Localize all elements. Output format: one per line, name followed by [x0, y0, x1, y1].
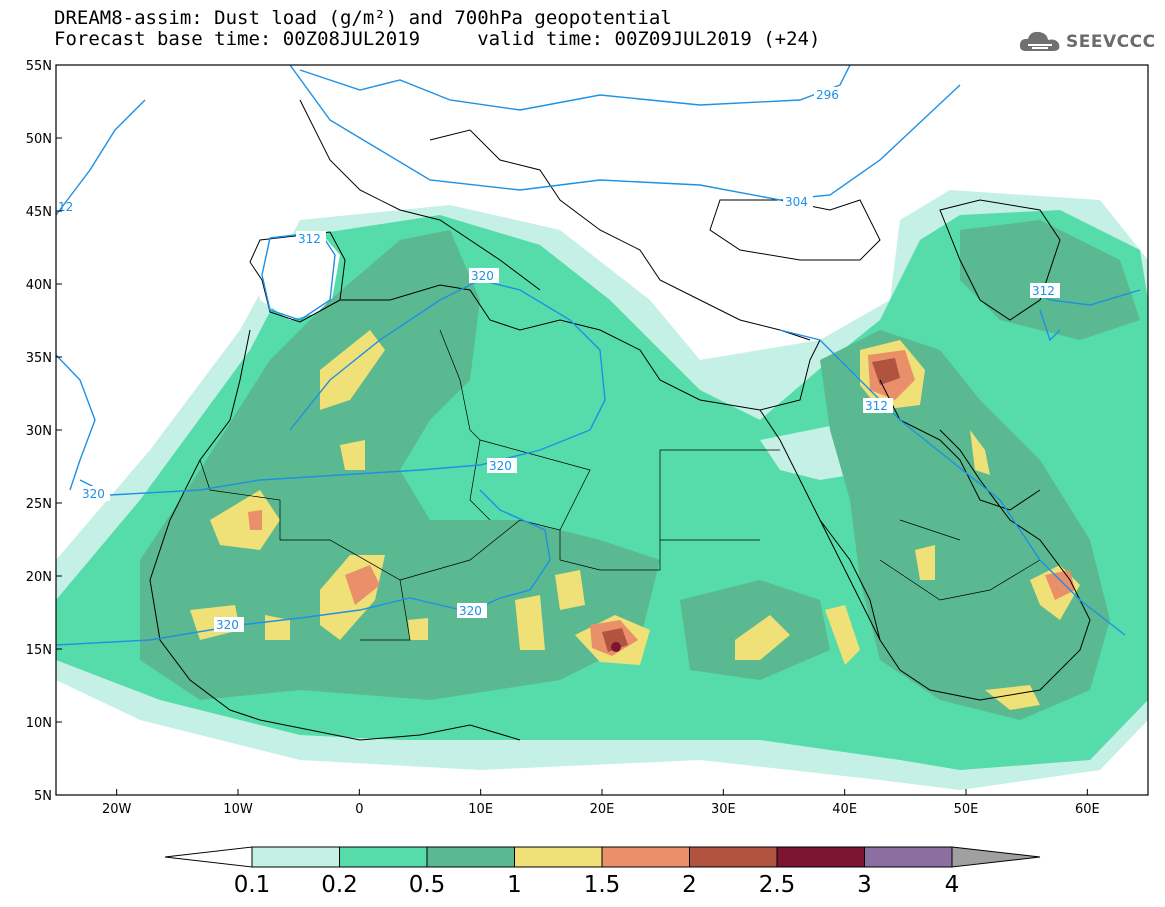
dust-band-0.5 — [140, 230, 660, 700]
contour-312-east — [779, 329, 1126, 636]
contour-label: 320 — [471, 269, 494, 283]
contour-320-north — [79, 279, 606, 496]
contour-label: 296 — [816, 88, 839, 102]
cloud-logo-icon — [1019, 31, 1060, 51]
colorbar-swatch — [689, 846, 778, 868]
contour-label: 312 — [298, 232, 321, 246]
dust-field: 296 304 312 312 312 320 320 320 320 320 … — [56, 65, 1148, 795]
colorbar-swatch — [776, 846, 865, 868]
lat-tick-label: 15N — [26, 643, 52, 658]
contour-label: 320 — [459, 604, 482, 618]
map-subtitle: Forecast base time: 00Z08JUL2019 valid t… — [54, 28, 821, 50]
dust-band-0.5-caspian — [960, 220, 1140, 340]
contour-labels: 296 304 312 312 312 320 320 320 320 320 … — [58, 87, 1060, 632]
contour-label: 320 — [82, 487, 105, 501]
contour-12 — [56, 99, 146, 216]
colorbar-low-arrow — [164, 846, 253, 868]
lon-tick-label: 40E — [832, 802, 857, 817]
lon-tick-label: 20W — [102, 802, 132, 817]
lat-tick-label: 25N — [26, 497, 52, 512]
longitude-ticks: 20W 10W 0 10E 20E 30E 40E 50E 60E — [102, 789, 1100, 817]
contour-label: 304 — [785, 195, 808, 209]
lat-tick-label: 5N — [34, 789, 52, 804]
contour-label: 320 — [216, 618, 239, 632]
colorbar-label: 4 — [944, 872, 960, 898]
lat-tick-label: 50N — [26, 132, 52, 147]
contour-304 — [289, 65, 961, 201]
lat-tick-label: 45N — [26, 205, 52, 220]
lon-tick-label: 10E — [468, 802, 493, 817]
colorbar-label: 1.5 — [583, 872, 621, 898]
colorbar-label: 0.1 — [233, 872, 271, 898]
colorbar-label: 0.5 — [408, 872, 446, 898]
colorbar-label: 1 — [507, 872, 522, 898]
colorbar-swatch — [514, 846, 603, 868]
map-title: DREAM8-assim: Dust load (g/m²) and 700hP… — [54, 7, 672, 29]
lon-tick-label: 50E — [954, 802, 979, 817]
lat-tick-label: 35N — [26, 351, 52, 366]
lat-tick-label: 20N — [26, 570, 52, 585]
colorbar-high-arrow — [951, 846, 1041, 868]
contour-label: 12 — [58, 200, 73, 214]
colorbar — [164, 846, 1041, 868]
contour-320-south — [56, 489, 551, 646]
lon-tick-label: 30E — [711, 802, 736, 817]
contour-label: 312 — [1032, 284, 1055, 298]
dust-free-iberia — [250, 232, 340, 320]
colorbar-swatch — [601, 846, 690, 868]
colorbar-swatch — [426, 846, 515, 868]
colorbar-swatch — [251, 846, 340, 868]
lon-tick-label: 60E — [1075, 802, 1100, 817]
seevccc-logo: SEEVCCC — [1018, 27, 1156, 57]
lon-tick-label: 20E — [590, 802, 615, 817]
colorbar-label: 2 — [682, 872, 697, 898]
borders — [199, 329, 1041, 641]
dust-band-2.5 — [611, 642, 621, 652]
contour-label: 312 — [865, 399, 888, 413]
lat-tick-label: 55N — [26, 59, 52, 74]
contour-left — [56, 354, 96, 491]
latitude-ticks: 5N 10N 15N 20N 25N 30N 35N 40N 45N 50N 55N — [26, 59, 62, 804]
lon-tick-label: 10W — [223, 802, 253, 817]
lat-tick-label: 40N — [26, 278, 52, 293]
colorbar-label: 3 — [857, 872, 872, 898]
lon-tick-label: 0 — [355, 802, 363, 817]
colorbar-label: 2.5 — [758, 872, 796, 898]
dust-band-2 — [602, 358, 900, 652]
lat-tick-label: 10N — [26, 716, 52, 731]
dust-band-0.5-arabia — [820, 330, 1110, 720]
colorbar-swatch — [339, 846, 428, 868]
contour-label: 320 — [489, 459, 512, 473]
lat-tick-label: 30N — [26, 424, 52, 439]
logo-text: SEEVCCC — [1066, 32, 1156, 52]
colorbar-label: 0.2 — [321, 872, 358, 898]
colorbar-swatch — [864, 846, 953, 868]
